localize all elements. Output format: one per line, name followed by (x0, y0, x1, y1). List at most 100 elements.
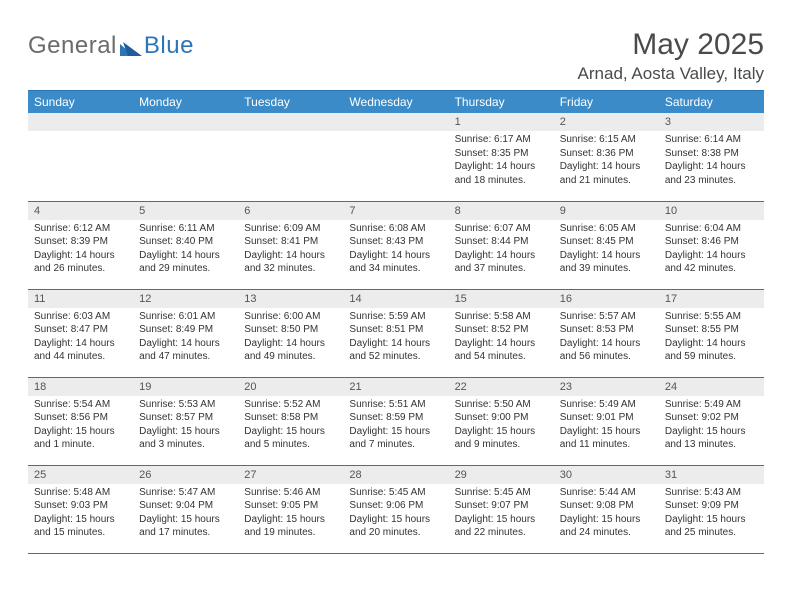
day-details: Sunrise: 5:59 AMSunset: 8:51 PMDaylight:… (343, 308, 448, 367)
day-number (133, 113, 238, 131)
day-details: Sunrise: 5:54 AMSunset: 8:56 PMDaylight:… (28, 396, 133, 455)
daylight-text: Daylight: 15 hours and 9 minutes. (455, 425, 548, 452)
sunset-text: Sunset: 8:35 PM (455, 147, 548, 161)
daylight-text: Daylight: 15 hours and 11 minutes. (560, 425, 653, 452)
sunset-text: Sunset: 9:03 PM (34, 499, 127, 513)
sunrise-text: Sunrise: 5:48 AM (34, 486, 127, 500)
daylight-text: Daylight: 15 hours and 3 minutes. (139, 425, 232, 452)
daylight-text: Daylight: 15 hours and 25 minutes. (665, 513, 758, 540)
day-details: Sunrise: 6:09 AMSunset: 8:41 PMDaylight:… (238, 220, 343, 279)
daylight-text: Daylight: 15 hours and 22 minutes. (455, 513, 548, 540)
sunset-text: Sunset: 8:55 PM (665, 323, 758, 337)
sunrise-text: Sunrise: 5:51 AM (349, 398, 442, 412)
daylight-text: Daylight: 15 hours and 5 minutes. (244, 425, 337, 452)
calendar-day-cell: 12Sunrise: 6:01 AMSunset: 8:49 PMDayligh… (133, 289, 238, 377)
sunrise-text: Sunrise: 6:01 AM (139, 310, 232, 324)
day-details: Sunrise: 5:57 AMSunset: 8:53 PMDaylight:… (554, 308, 659, 367)
daylight-text: Daylight: 14 hours and 32 minutes. (244, 249, 337, 276)
daylight-text: Daylight: 15 hours and 19 minutes. (244, 513, 337, 540)
sunrise-text: Sunrise: 6:15 AM (560, 133, 653, 147)
page-root: General Blue May 2025 Arnad, Aosta Valle… (0, 0, 792, 554)
day-details: Sunrise: 6:01 AMSunset: 8:49 PMDaylight:… (133, 308, 238, 367)
calendar-week-row: 25Sunrise: 5:48 AMSunset: 9:03 PMDayligh… (28, 465, 764, 553)
daylight-text: Daylight: 14 hours and 18 minutes. (455, 160, 548, 187)
sunset-text: Sunset: 8:59 PM (349, 411, 442, 425)
sunset-text: Sunset: 8:58 PM (244, 411, 337, 425)
month-title: May 2025 (578, 28, 764, 62)
sunset-text: Sunset: 9:08 PM (560, 499, 653, 513)
day-number: 24 (659, 378, 764, 396)
sunrise-text: Sunrise: 6:11 AM (139, 222, 232, 236)
calendar-day-cell: 14Sunrise: 5:59 AMSunset: 8:51 PMDayligh… (343, 289, 448, 377)
daylight-text: Daylight: 14 hours and 21 minutes. (560, 160, 653, 187)
day-number: 19 (133, 378, 238, 396)
calendar-day-cell: 1Sunrise: 6:17 AMSunset: 8:35 PMDaylight… (449, 113, 554, 201)
sunrise-text: Sunrise: 6:12 AM (34, 222, 127, 236)
calendar-week-row: 4Sunrise: 6:12 AMSunset: 8:39 PMDaylight… (28, 201, 764, 289)
sunset-text: Sunset: 8:50 PM (244, 323, 337, 337)
calendar-week-row: 1Sunrise: 6:17 AMSunset: 8:35 PMDaylight… (28, 113, 764, 201)
calendar-day-cell: 28Sunrise: 5:45 AMSunset: 9:06 PMDayligh… (343, 465, 448, 553)
sunset-text: Sunset: 9:05 PM (244, 499, 337, 513)
sunrise-text: Sunrise: 5:52 AM (244, 398, 337, 412)
daylight-text: Daylight: 15 hours and 1 minute. (34, 425, 127, 452)
sunrise-text: Sunrise: 5:45 AM (455, 486, 548, 500)
sunrise-text: Sunrise: 5:49 AM (560, 398, 653, 412)
header-row: General Blue May 2025 Arnad, Aosta Valle… (28, 28, 764, 84)
day-details: Sunrise: 6:00 AMSunset: 8:50 PMDaylight:… (238, 308, 343, 367)
day-number: 30 (554, 466, 659, 484)
day-details: Sunrise: 6:11 AMSunset: 8:40 PMDaylight:… (133, 220, 238, 279)
sunrise-text: Sunrise: 6:07 AM (455, 222, 548, 236)
calendar-day-cell: 20 Sunrise: 5:52 AMSunset: 8:58 PMDayligh… (238, 377, 343, 465)
sunrise-text: Sunrise: 6:05 AM (560, 222, 653, 236)
day-number: 27 (238, 466, 343, 484)
sunset-text: Sunset: 8:53 PM (560, 323, 653, 337)
calendar-day-cell: 3Sunrise: 6:14 AMSunset: 8:38 PMDaylight… (659, 113, 764, 201)
calendar-day-cell: 30Sunrise: 5:44 AMSunset: 9:08 PMDayligh… (554, 465, 659, 553)
weekday-header: Wednesday (343, 91, 448, 114)
day-details: Sunrise: 5:48 AMSunset: 9:03 PMDaylight:… (28, 484, 133, 543)
calendar-day-cell: 26Sunrise: 5:47 AMSunset: 9:04 PMDayligh… (133, 465, 238, 553)
sunset-text: Sunset: 8:36 PM (560, 147, 653, 161)
daylight-text: Daylight: 14 hours and 44 minutes. (34, 337, 127, 364)
calendar-day-cell: 17Sunrise: 5:55 AMSunset: 8:55 PMDayligh… (659, 289, 764, 377)
sunrise-text: Sunrise: 5:57 AM (560, 310, 653, 324)
calendar-week-row: 18Sunrise: 5:54 AMSunset: 8:56 PMDayligh… (28, 377, 764, 465)
sunrise-text: Sunrise: 6:17 AM (455, 133, 548, 147)
day-number: 28 (343, 466, 448, 484)
sunset-text: Sunset: 8:41 PM (244, 235, 337, 249)
calendar-day-cell (238, 113, 343, 201)
day-details: Sunrise: 5:50 AMSunset: 9:00 PMDaylight:… (449, 396, 554, 455)
sunset-text: Sunset: 9:09 PM (665, 499, 758, 513)
day-details: Sunrise: 6:12 AMSunset: 8:39 PMDaylight:… (28, 220, 133, 279)
calendar-body: 1Sunrise: 6:17 AMSunset: 8:35 PMDaylight… (28, 113, 764, 553)
day-details: Sunrise: 5:49 AMSunset: 9:01 PMDaylight:… (554, 396, 659, 455)
day-details: Sunrise: 6:17 AMSunset: 8:35 PMDaylight:… (449, 131, 554, 190)
daylight-text: Daylight: 14 hours and 54 minutes. (455, 337, 548, 364)
day-number: 21 (343, 378, 448, 396)
calendar-day-cell: 21Sunrise: 5:51 AMSunset: 8:59 PMDayligh… (343, 377, 448, 465)
sunset-text: Sunset: 8:39 PM (34, 235, 127, 249)
day-number: 8 (449, 202, 554, 220)
daylight-text: Daylight: 14 hours and 49 minutes. (244, 337, 337, 364)
sunrise-text: Sunrise: 5:58 AM (455, 310, 548, 324)
daylight-text: Daylight: 15 hours and 24 minutes. (560, 513, 653, 540)
location-subtitle: Arnad, Aosta Valley, Italy (578, 64, 764, 84)
sunset-text: Sunset: 8:40 PM (139, 235, 232, 249)
calendar-week-row: 11Sunrise: 6:03 AMSunset: 8:47 PMDayligh… (28, 289, 764, 377)
day-number: 10 (659, 202, 764, 220)
day-number: 4 (28, 202, 133, 220)
day-number: 12 (133, 290, 238, 308)
day-number: 20 (238, 378, 343, 396)
sunrise-text: Sunrise: 5:59 AM (349, 310, 442, 324)
weekday-header: Monday (133, 91, 238, 114)
daylight-text: Daylight: 14 hours and 56 minutes. (560, 337, 653, 364)
brand-logo: General Blue (28, 32, 194, 60)
day-number: 31 (659, 466, 764, 484)
calendar-day-cell: 29Sunrise: 5:45 AMSunset: 9:07 PMDayligh… (449, 465, 554, 553)
calendar-day-cell: 11Sunrise: 6:03 AMSunset: 8:47 PMDayligh… (28, 289, 133, 377)
sunrise-text: Sunrise: 5:55 AM (665, 310, 758, 324)
sunset-text: Sunset: 9:06 PM (349, 499, 442, 513)
day-details: Sunrise: 6:14 AMSunset: 8:38 PMDaylight:… (659, 131, 764, 190)
day-details: Sunrise: 5:53 AMSunset: 8:57 PMDaylight:… (133, 396, 238, 455)
